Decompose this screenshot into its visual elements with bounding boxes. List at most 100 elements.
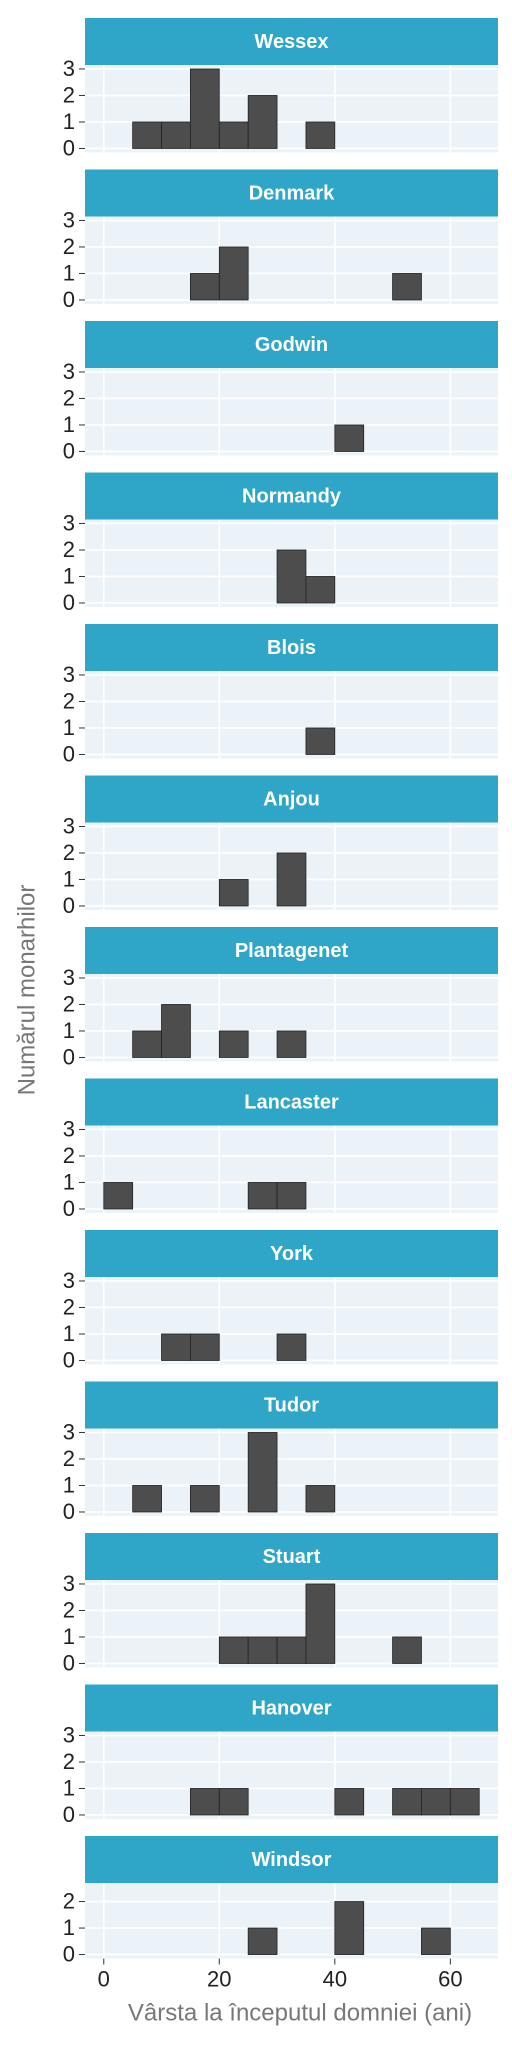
bar <box>421 1927 451 1955</box>
y-tick-label: 1 <box>63 260 75 285</box>
bar <box>276 1333 307 1361</box>
strip-title: Lancaster <box>244 1091 339 1113</box>
strip-title: Anjou <box>263 788 320 810</box>
strip <box>85 1078 498 1126</box>
y-tick-label: 2 <box>63 1749 75 1774</box>
strip <box>85 1533 498 1580</box>
bar <box>276 852 307 907</box>
y-tick-label: 2 <box>63 1294 75 1319</box>
y-tick-label: 3 <box>63 359 75 384</box>
y-tick-label: 0 <box>63 135 75 160</box>
bar <box>247 95 278 149</box>
y-tick-label: 1 <box>63 1321 75 1346</box>
y-tick-label: 0 <box>63 1044 75 1069</box>
bar <box>161 1333 191 1361</box>
bar <box>334 1788 365 1816</box>
strip <box>85 18 498 65</box>
bar <box>276 549 307 604</box>
y-tick-label: 3 <box>63 1419 75 1444</box>
y-tick-label: 2 <box>63 234 75 259</box>
strip-title: Windsor <box>252 1849 332 1871</box>
bar <box>190 1333 220 1361</box>
strip <box>85 1684 498 1732</box>
y-tick-label: 3 <box>63 1571 75 1596</box>
strip-title: Stuart <box>263 1546 321 1568</box>
y-tick-label: 3 <box>63 1268 75 1293</box>
bar <box>218 246 249 301</box>
strip-title: Denmark <box>249 182 335 204</box>
bar <box>218 121 249 149</box>
bar <box>247 1636 278 1664</box>
bar <box>190 1788 220 1816</box>
bar <box>218 1030 249 1058</box>
y-tick-label: 3 <box>63 813 75 838</box>
y-tick-label: 2 <box>63 840 75 865</box>
strip-title: York <box>270 1243 314 1265</box>
bar <box>190 273 220 301</box>
panel-background <box>85 368 498 456</box>
y-tick-label: 2 <box>63 1597 75 1622</box>
strip-title: Normandy <box>242 485 342 507</box>
x-axis-title: Vârsta la începutul domniei (ani) <box>128 1999 472 2026</box>
y-tick-label: 0 <box>63 893 75 918</box>
y-tick-label: 1 <box>63 1775 75 1800</box>
y-tick-label: 1 <box>63 1018 75 1043</box>
bar <box>218 1636 249 1664</box>
bar <box>190 68 220 149</box>
strip-title: Tudor <box>264 1394 319 1416</box>
y-tick-label: 0 <box>63 741 75 766</box>
y-tick-label: 2 <box>63 385 75 410</box>
y-tick-label: 2 <box>63 1888 75 1913</box>
y-tick-label: 0 <box>63 438 75 463</box>
bar <box>276 1182 307 1210</box>
y-tick-label: 0 <box>63 1347 75 1372</box>
y-tick-label: 2 <box>63 537 75 562</box>
bar <box>132 1485 162 1513</box>
strip <box>85 775 498 823</box>
panel-background <box>85 216 498 304</box>
y-tick-label: 2 <box>63 688 75 713</box>
strip-title: Wessex <box>254 31 328 53</box>
bar <box>247 1182 278 1210</box>
y-tick-label: 1 <box>63 1624 75 1649</box>
strip <box>85 321 498 368</box>
y-tick-label: 3 <box>63 1116 75 1141</box>
y-tick-label: 3 <box>63 662 75 687</box>
strip <box>85 169 498 217</box>
x-tick-label: 60 <box>438 1966 462 1991</box>
y-tick-label: 3 <box>63 1722 75 1747</box>
y-tick-label: 0 <box>63 1802 75 1827</box>
y-tick-label: 2 <box>63 991 75 1016</box>
bar <box>421 1788 451 1816</box>
bar <box>103 1182 134 1210</box>
bar <box>218 879 249 907</box>
bar <box>334 424 365 452</box>
y-tick-label: 1 <box>63 563 75 588</box>
bar <box>305 1485 336 1513</box>
y-tick-label: 1 <box>63 1472 75 1497</box>
y-tick-label: 0 <box>63 1196 75 1221</box>
y-tick-label: 0 <box>63 1941 75 1966</box>
bar <box>449 1788 480 1816</box>
bar <box>190 1485 220 1513</box>
y-axis-title: Numărul monarhilor <box>13 885 40 1096</box>
bar <box>276 1030 307 1058</box>
x-tick-label: 20 <box>207 1966 231 1991</box>
strip-title: Plantagenet <box>235 940 349 962</box>
panel-background <box>85 671 498 759</box>
bar <box>218 1788 249 1816</box>
y-tick-label: 2 <box>63 1143 75 1168</box>
strip <box>85 927 498 974</box>
y-tick-label: 2 <box>63 1446 75 1471</box>
y-tick-label: 1 <box>63 866 75 891</box>
bar <box>132 1030 162 1058</box>
strip <box>85 1230 498 1277</box>
y-tick-label: 1 <box>63 1915 75 1940</box>
strip-title: Hanover <box>251 1697 331 1719</box>
y-tick-label: 0 <box>63 1650 75 1675</box>
bar <box>392 1636 422 1664</box>
strip <box>85 1381 498 1429</box>
strip <box>85 1836 498 1883</box>
bar <box>305 121 336 149</box>
